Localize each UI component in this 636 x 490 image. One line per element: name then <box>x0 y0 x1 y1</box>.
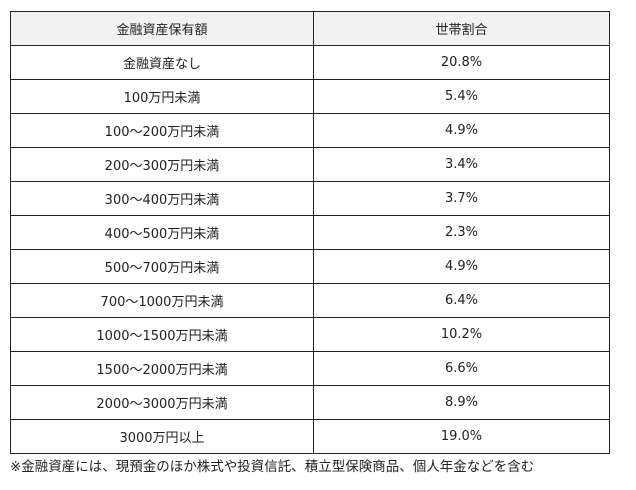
asset-amount-cell: 300～400万円未満 <box>10 181 314 216</box>
asset-amount-cell: 3000万円以上 <box>10 419 314 454</box>
household-ratio-cell: 10.2% <box>313 317 610 352</box>
asset-amount-cell: 700～1000万円未満 <box>10 283 314 318</box>
household-ratio-cell: 2.3% <box>313 215 610 250</box>
household-ratio-cell: 4.9% <box>313 249 610 284</box>
table-row: 200～300万円未満 3.4% <box>10 147 610 182</box>
asset-amount-cell: 金融資産なし <box>10 45 314 80</box>
table-row: 300～400万円未満 3.7% <box>10 181 610 216</box>
table-row: 700～1000万円未満 6.4% <box>10 283 610 318</box>
asset-amount-cell: 2000～3000万円未満 <box>10 385 314 420</box>
household-ratio-cell: 3.7% <box>313 181 610 216</box>
asset-amount-cell: 200～300万円未満 <box>10 147 314 182</box>
asset-amount-cell: 100万円未満 <box>10 79 314 114</box>
household-ratio-cell: 6.6% <box>313 351 610 386</box>
household-ratio-cell: 3.4% <box>313 147 610 182</box>
table-row: 1000～1500万円未満 10.2% <box>10 317 610 352</box>
table-row: 3000万円以上 19.0% <box>10 419 610 454</box>
asset-amount-cell: 100～200万円未満 <box>10 113 314 148</box>
asset-distribution-table: 金融資産保有額 世帯割合 金融資産なし 20.8% 100万円未満 5.4% 100～2… <box>10 11 610 454</box>
table-row: 500～700万円未満 4.9% <box>10 249 610 284</box>
table-row: 金融資産なし 20.8% <box>10 45 610 80</box>
household-ratio-cell: 19.0% <box>313 419 610 454</box>
household-ratio-cell: 8.9% <box>313 385 610 420</box>
asset-amount-cell: 1000～1500万円未満 <box>10 317 314 352</box>
household-ratio-cell: 5.4% <box>313 79 610 114</box>
asset-amount-cell: 1500～2000万円未満 <box>10 351 314 386</box>
footnote: ※金融資産には、現預金のほか株式や投資信託、積立型保険商品、個人年金などを含む <box>10 459 535 475</box>
household-ratio-cell: 6.4% <box>313 283 610 318</box>
table-row: 100万円未満 5.4% <box>10 79 610 114</box>
table-row: 100～200万円未満 4.9% <box>10 113 610 148</box>
table-row: 400～500万円未満 2.3% <box>10 215 610 250</box>
header-household-ratio: 世帯割合 <box>313 11 610 46</box>
household-ratio-cell: 4.9% <box>313 113 610 148</box>
asset-amount-cell: 400～500万円未満 <box>10 215 314 250</box>
asset-amount-cell: 500～700万円未満 <box>10 249 314 284</box>
table-row: 2000～3000万円未満 8.9% <box>10 385 610 420</box>
household-ratio-cell: 20.8% <box>313 45 610 80</box>
table-header-row: 金融資産保有額 世帯割合 <box>10 11 610 46</box>
table-row: 1500～2000万円未満 6.6% <box>10 351 610 386</box>
header-asset-amount: 金融資産保有額 <box>10 11 314 46</box>
